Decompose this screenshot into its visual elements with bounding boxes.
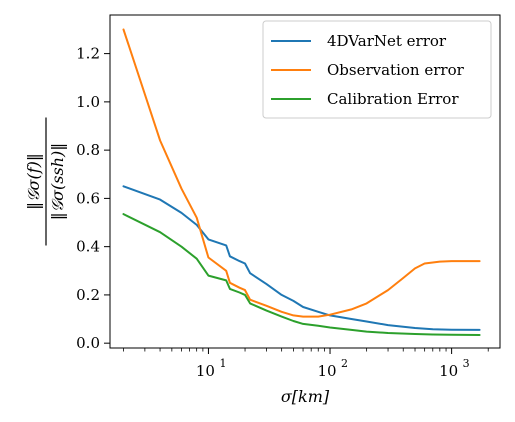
y-axis-label-denominator: ‖𝒢σ(ssh)‖ [48,143,67,221]
y-tick-label-6: 1.2 [76,45,100,63]
series-line-0 [122,185,481,331]
y-axis-label: ‖𝒢σ(f)‖ ‖𝒢σ(ssh)‖ [24,117,67,246]
legend-label-1: Observation error [327,61,465,79]
x-tick-label-exponent-1: 2 [341,357,348,370]
x-tick-label-exponent-0: 1 [219,357,226,370]
plot-lines [122,28,481,336]
y-tick-label-0: 0.0 [76,334,100,352]
y-axis: 0.0 0.2 0.4 0.6 0.8 1.0 1.2 [76,45,110,352]
x-tick-label-0: 10 [196,362,215,380]
y-tick-label-5: 1.0 [76,93,100,111]
x-tick-label-1: 10 [317,362,336,380]
y-tick-label-3: 0.6 [76,189,100,207]
legend-label-2: Calibration Error [327,90,459,108]
x-axis-label: σ[km] [281,387,330,406]
x-axis: 10 1 10 2 10 3 [123,348,489,380]
legend: 4DVarNet error Observation error Calibrati… [262,20,492,119]
series-line-2 [122,213,481,336]
y-tick-label-2: 0.4 [76,238,100,256]
y-axis-label-numerator: ‖𝒢σ(f)‖ [24,153,43,210]
y-tick-label-1: 0.2 [76,286,100,304]
x-tick-label-2: 10 [439,362,458,380]
legend-label-0: 4DVarNet error [327,32,447,50]
y-tick-label-4: 0.8 [76,141,100,159]
plot-frame [109,14,501,349]
x-tick-label-exponent-2: 3 [463,357,470,370]
legend-box [262,20,492,119]
series-line-1 [122,28,481,318]
